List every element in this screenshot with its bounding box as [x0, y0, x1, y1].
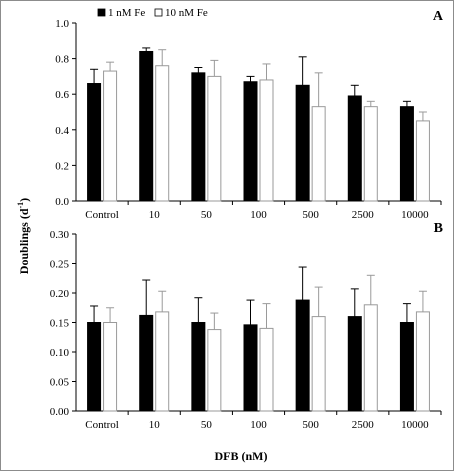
bar — [347, 95, 362, 202]
y-tick-label: 0.4 — [55, 125, 69, 137]
bar — [415, 311, 430, 412]
y-tick-label: 0.8 — [55, 54, 69, 66]
panel-label: A — [433, 9, 444, 24]
y-axis-label: Doublings (d-1) — [16, 198, 31, 274]
x-tick-label: 500 — [302, 209, 319, 221]
x-tick-label: 50 — [201, 209, 213, 221]
bar — [207, 75, 222, 202]
bar — [415, 120, 430, 202]
x-axis-label: DFB (nM) — [215, 449, 268, 463]
x-tick-label: 50 — [201, 419, 213, 431]
y-tick-label: 0.2 — [55, 160, 69, 172]
bar — [363, 106, 378, 202]
bar — [295, 84, 310, 202]
x-tick-label: 2500 — [352, 419, 375, 431]
x-tick-label: 100 — [250, 209, 267, 221]
x-tick-label: 2500 — [352, 209, 375, 221]
bar — [243, 81, 258, 202]
bar — [399, 106, 414, 202]
x-tick-label: 10000 — [401, 209, 429, 221]
bar — [243, 324, 258, 412]
y-tick-label: 0.10 — [50, 347, 70, 359]
panel-label: B — [434, 221, 443, 236]
y-tick-label: 1.0 — [55, 18, 69, 30]
bar — [103, 70, 118, 202]
bar — [311, 316, 326, 412]
bar — [295, 299, 310, 412]
y-tick-label: 0.0 — [55, 196, 69, 208]
x-tick-label: Control — [85, 209, 119, 221]
bar — [399, 322, 414, 412]
bar — [259, 327, 274, 412]
panel-a: 0.0 0.2 0.4 0.6 0.8 1.0 Control 10 50 100 500 2500 1… — [55, 7, 444, 221]
legend-label: 1 nM Fe — [108, 7, 145, 19]
bar — [139, 50, 154, 202]
x-tick-label: 100 — [250, 419, 267, 431]
bar — [207, 329, 222, 412]
bar — [363, 304, 378, 412]
bar — [87, 83, 102, 202]
bar — [155, 311, 170, 412]
y-tick-label: 0.05 — [50, 377, 70, 389]
y-tick-label: 0.6 — [55, 89, 69, 101]
bar — [191, 72, 206, 202]
bar — [347, 316, 362, 412]
bar — [191, 322, 206, 412]
x-tick-label: 500 — [302, 419, 319, 431]
bar — [259, 79, 274, 202]
y-tick-label: 0.15 — [50, 318, 70, 330]
x-tick-label: 10000 — [401, 419, 429, 431]
y-tick-label: 0.25 — [50, 259, 70, 271]
x-tick-label: 10 — [149, 419, 161, 431]
y-tick-label: 0.30 — [50, 229, 70, 241]
legend-swatch — [97, 8, 106, 17]
bar — [87, 322, 102, 412]
panel-b: 0.00 0.05 0.10 0.15 0.20 0.25 0.30 Control 10 50 1… — [50, 221, 443, 431]
x-tick-label: 10 — [149, 209, 161, 221]
legend-label: 10 nM Fe — [165, 7, 208, 19]
bar — [155, 65, 170, 202]
bar — [139, 314, 154, 412]
y-tick-label: 0.20 — [50, 288, 70, 300]
legend-swatch — [154, 8, 163, 17]
y-tick-label: 0.00 — [50, 406, 70, 418]
bar — [311, 106, 326, 202]
bar — [103, 322, 118, 412]
x-tick-label: Control — [85, 419, 119, 431]
